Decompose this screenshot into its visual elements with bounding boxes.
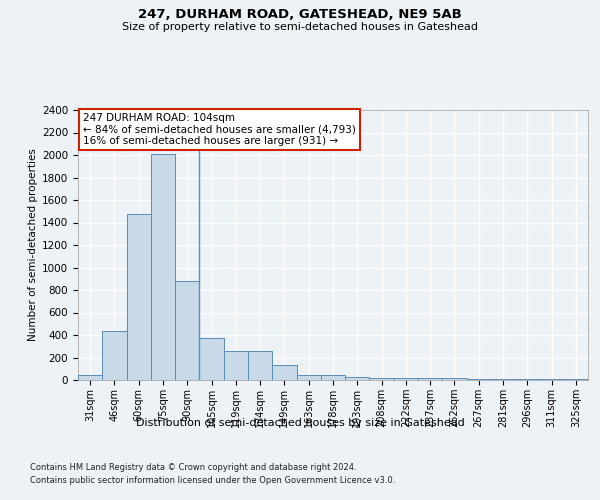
- Bar: [345, 377, 370, 380]
- Text: Distribution of semi-detached houses by size in Gateshead: Distribution of semi-detached houses by …: [136, 418, 464, 428]
- Bar: [272, 366, 296, 380]
- Bar: [418, 378, 442, 380]
- Bar: [102, 330, 127, 380]
- Bar: [78, 375, 102, 380]
- Bar: [151, 154, 175, 380]
- Text: 247, DURHAM ROAD, GATESHEAD, NE9 5AB: 247, DURHAM ROAD, GATESHEAD, NE9 5AB: [138, 8, 462, 20]
- Bar: [515, 379, 539, 380]
- Text: 247 DURHAM ROAD: 104sqm
← 84% of semi-detached houses are smaller (4,793)
16% of: 247 DURHAM ROAD: 104sqm ← 84% of semi-de…: [83, 112, 356, 146]
- Bar: [370, 378, 394, 380]
- Text: Contains HM Land Registry data © Crown copyright and database right 2024.: Contains HM Land Registry data © Crown c…: [30, 462, 356, 471]
- Text: Contains public sector information licensed under the Open Government Licence v3: Contains public sector information licen…: [30, 476, 395, 485]
- Bar: [442, 378, 467, 380]
- Bar: [491, 379, 515, 380]
- Bar: [467, 379, 491, 380]
- Bar: [564, 379, 588, 380]
- Y-axis label: Number of semi-detached properties: Number of semi-detached properties: [28, 148, 38, 342]
- Bar: [224, 351, 248, 380]
- Bar: [175, 281, 199, 380]
- Bar: [248, 351, 272, 380]
- Bar: [296, 376, 321, 380]
- Bar: [394, 378, 418, 380]
- Bar: [321, 376, 345, 380]
- Bar: [127, 214, 151, 380]
- Text: Size of property relative to semi-detached houses in Gateshead: Size of property relative to semi-detach…: [122, 22, 478, 32]
- Bar: [539, 379, 564, 380]
- Bar: [199, 338, 224, 380]
